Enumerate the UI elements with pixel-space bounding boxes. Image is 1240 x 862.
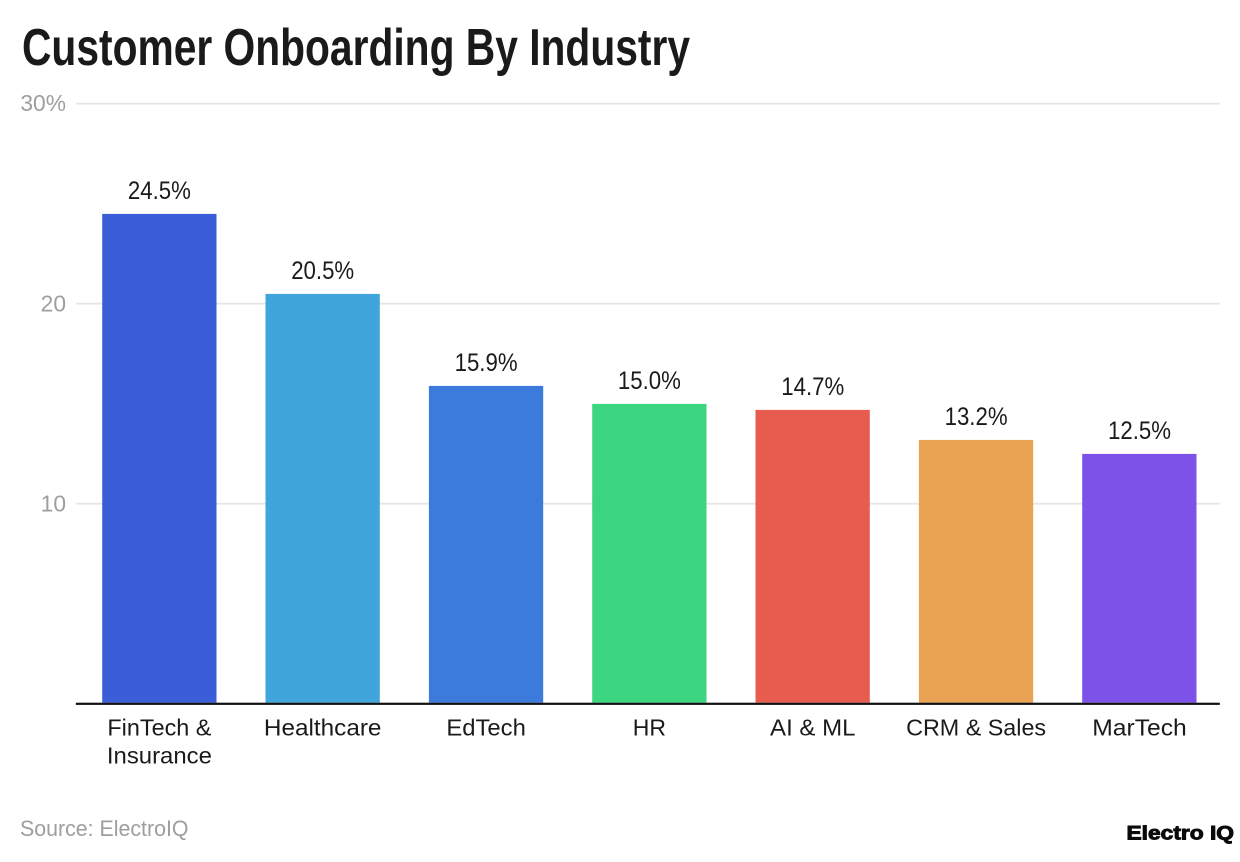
svg-text:FinTech &: FinTech & xyxy=(107,715,211,741)
svg-text:20: 20 xyxy=(41,290,66,316)
svg-text:Source: ElectroIQ: Source: ElectroIQ xyxy=(20,816,189,841)
svg-text:Healthcare: Healthcare xyxy=(264,715,382,741)
svg-text:Insurance: Insurance xyxy=(107,742,212,768)
svg-text:CRM & Sales: CRM & Sales xyxy=(906,715,1046,741)
svg-text:HR: HR xyxy=(633,715,666,741)
svg-text:15.0%: 15.0% xyxy=(618,367,681,395)
svg-text:10: 10 xyxy=(41,490,66,516)
svg-text:20.5%: 20.5% xyxy=(291,257,354,285)
svg-text:EdTech: EdTech xyxy=(446,715,526,741)
svg-text:AI & ML: AI & ML xyxy=(770,715,856,741)
svg-text:24.5%: 24.5% xyxy=(128,177,191,205)
svg-text:13.2%: 13.2% xyxy=(945,403,1008,431)
svg-text:Electro IQ: Electro IQ xyxy=(1127,824,1235,845)
svg-text:30%: 30% xyxy=(20,90,66,116)
svg-text:MarTech: MarTech xyxy=(1092,715,1187,741)
svg-text:14.7%: 14.7% xyxy=(781,373,844,401)
svg-text:Customer Onboarding By Industr: Customer Onboarding By Industry xyxy=(22,19,690,77)
svg-text:15.9%: 15.9% xyxy=(455,349,518,377)
svg-text:12.5%: 12.5% xyxy=(1108,417,1171,445)
